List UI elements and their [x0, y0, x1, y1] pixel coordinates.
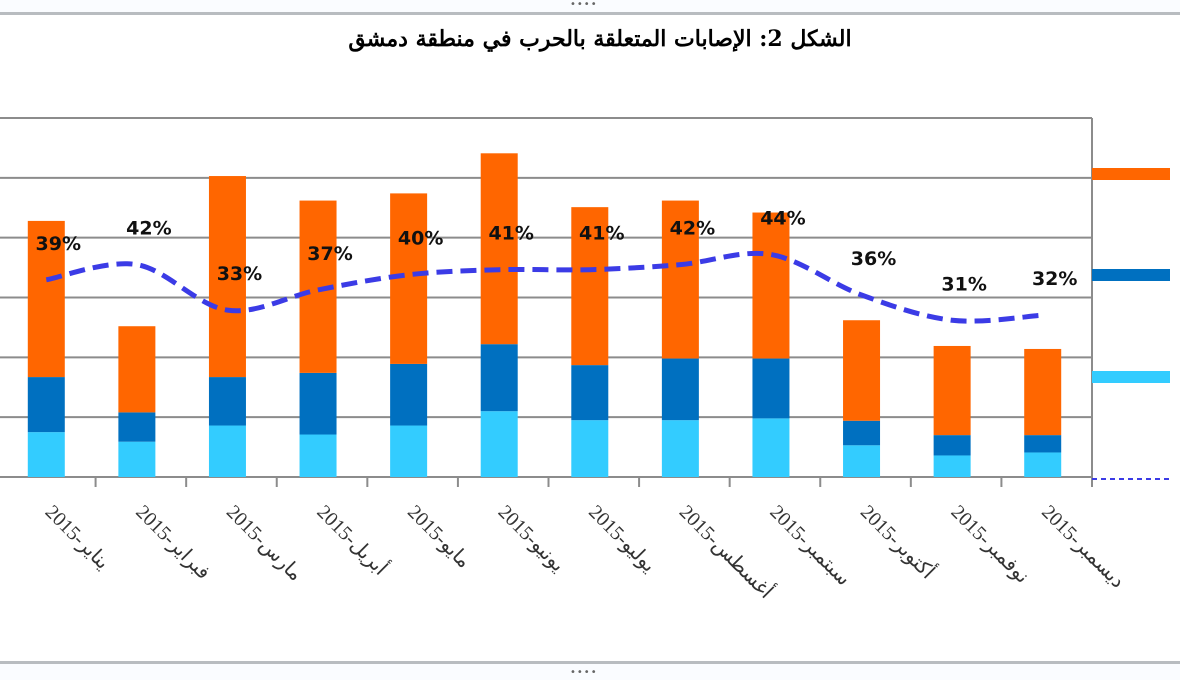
bar-2-6: [480, 344, 518, 412]
x-tick-label: 2015-أغسطس: [675, 498, 780, 603]
bar-3-12: [1024, 348, 1062, 436]
bar-3-9: [752, 212, 790, 359]
bar-1-12: [1024, 452, 1062, 477]
bar-3-10: [843, 320, 881, 421]
data-label-percentage: 33%: [217, 263, 262, 285]
x-tick-label: 2015-يناير: [41, 501, 114, 574]
bar-1-9: [752, 418, 790, 477]
bar-3-8: [661, 200, 699, 359]
bar-2-2: [118, 412, 156, 442]
bar-3-11: [933, 345, 971, 436]
x-tick-label: 2015-يوليو: [584, 501, 660, 577]
bar-2-9: [752, 358, 790, 419]
x-tick-label: 2015-مارس: [222, 501, 307, 586]
bar-3-2: [118, 326, 156, 413]
bar-1-8: [661, 420, 699, 477]
bar-1-6: [480, 411, 518, 477]
bar-1-1: [27, 432, 65, 477]
bar-1-2: [118, 441, 156, 477]
resize-handle-top[interactable]: ••••: [570, 0, 598, 10]
frame-bottom-border: ••••: [0, 661, 1180, 680]
x-tick-label: 2015-مايو: [403, 501, 475, 573]
bar-1-10: [843, 445, 881, 477]
bar-1-5: [390, 425, 428, 477]
data-label-percentage: 41%: [488, 223, 533, 245]
chart-title-text: الشكل 2: الإصابات المتعلقة بالحرب في منط…: [348, 26, 852, 52]
bar-2-10: [843, 420, 881, 446]
bar-1-11: [933, 455, 971, 477]
bar-2-1: [27, 377, 65, 433]
x-tick-label: 2015-سبتمبر: [765, 501, 854, 590]
bar-2-8: [661, 358, 699, 421]
bar-2-11: [933, 435, 971, 456]
bar-1-3: [208, 425, 246, 477]
bar-3-7: [571, 207, 609, 366]
bar-2-4: [299, 372, 337, 435]
data-label-percentage: 37%: [307, 243, 352, 265]
x-tick-label: 2015-أبريل: [313, 498, 395, 580]
bar-3-3: [208, 176, 246, 378]
bar-2-3: [208, 377, 246, 426]
x-tick-label: 2015-ديسمبر: [1037, 501, 1129, 593]
resize-handle-bottom[interactable]: ••••: [570, 667, 598, 678]
bar-1-7: [571, 420, 609, 477]
percentage-line: [45, 250, 1043, 324]
x-tick-label: 2015-فبراير: [131, 501, 214, 584]
x-tick-label: 2015-أكتوبر: [856, 498, 941, 583]
bar-2-5: [390, 363, 428, 426]
data-label-percentage: 44%: [760, 208, 805, 230]
data-label-percentage: 36%: [851, 248, 896, 270]
bar-3-6: [480, 153, 518, 345]
bar-2-7: [571, 365, 609, 421]
data-label-percentage: 41%: [579, 223, 624, 245]
bar-1-4: [299, 434, 337, 477]
data-label-percentage: 42%: [126, 218, 171, 240]
bar-2-12: [1024, 435, 1062, 453]
data-label-percentage: 39%: [36, 233, 81, 255]
data-label-percentage: 40%: [398, 228, 443, 250]
bar-3-1: [27, 220, 65, 378]
x-tick-label: 2015-نوفمبر: [947, 501, 1034, 588]
data-label-percentage: 31%: [941, 273, 986, 295]
data-label-percentage: 32%: [1032, 268, 1077, 290]
legend-marker-2: [1092, 269, 1170, 281]
legend-marker-3: [1092, 168, 1170, 180]
legend-marker-1: [1092, 371, 1170, 383]
chart-title: الشكل 2: الإصابات المتعلقة بالحرب في منط…: [0, 26, 1180, 52]
x-tick-label: 2015-يونيو: [494, 501, 569, 576]
frame-top-border: ••••: [0, 0, 1180, 15]
data-label-percentage: 42%: [670, 218, 715, 240]
